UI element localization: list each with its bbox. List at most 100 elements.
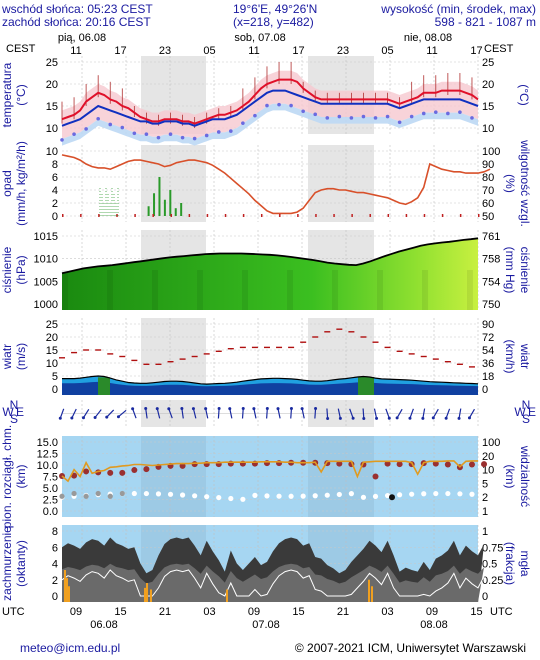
clouds-ytick-right: 0: [482, 591, 488, 603]
wind-arrow: [422, 408, 426, 419]
wind-ytick-left: 10: [46, 358, 58, 370]
precip-marker: [279, 214, 281, 217]
cloudbase-unit-left: (km): [14, 465, 28, 489]
precip-marker: [297, 214, 299, 217]
top-day-label: pią, 06.08: [58, 32, 106, 44]
cloudbase-label-left: pion. rozciągł. chm.: [0, 425, 14, 528]
dewpoint-dot: [397, 120, 402, 125]
precip-ytick-left: 2: [52, 198, 58, 210]
temp-unit-right: (°C): [517, 84, 531, 105]
temp-unit-left: (°C): [14, 84, 28, 105]
bottom-hour-label: 09: [426, 606, 438, 618]
fog-bar: [66, 578, 68, 602]
compass-right-E: E: [528, 405, 536, 419]
wind-ytick-right: 72: [482, 332, 494, 344]
cloud-top-dot: [179, 462, 186, 469]
wind-arrow-head: [300, 407, 304, 411]
cloud-base-dot: [131, 490, 137, 497]
wind-arrow: [326, 408, 329, 419]
bottom-date-label: 07.08: [252, 619, 280, 631]
pressure-shade-stripe: [467, 270, 473, 310]
cloud-base-dot: [469, 491, 475, 497]
precip-ytick-right: 90: [482, 159, 494, 171]
pressure-series-line: [61, 237, 479, 275]
fog-bar: [368, 579, 370, 602]
wind-arrow-head: [408, 416, 412, 420]
wind-arrow-head: [131, 407, 135, 411]
dewpoint-dot: [361, 114, 366, 119]
dewpoint-dot: [253, 113, 257, 118]
clouds-ytick-right: 1: [482, 526, 488, 538]
bottom-hour-labels: 09 15 21 03 09 15 21 03 09 15: [70, 606, 483, 618]
cloudbase-ytick-left: 5.0: [43, 483, 58, 495]
wind-arrow-head: [326, 416, 330, 420]
bottom-hour-label: 15: [114, 606, 126, 618]
pressure-label-left: ciśnienie: [0, 246, 14, 293]
bottom-hour-label: 15: [470, 606, 482, 618]
cloudbase-night-1: [308, 436, 374, 517]
cloudbase-ytick-left: 12.5: [37, 449, 58, 461]
clouds-label-left: zachmurzenie: [0, 526, 14, 601]
wind-gust-block: [98, 377, 110, 395]
wind-arrow: [217, 408, 220, 419]
wind-arrow-head: [155, 407, 159, 411]
pressure-ytick-right: 754: [482, 276, 500, 288]
precip-marker: [98, 214, 100, 217]
wind-arrow: [59, 408, 65, 419]
clouds-ytick-right: 0.5: [482, 559, 497, 571]
wind-arrow-head: [387, 416, 391, 420]
pressure-shade-stripe: [62, 270, 68, 310]
bottom-hour-label: 03: [381, 606, 393, 618]
wind-arrow-head: [351, 416, 355, 420]
cloudbase-ytick-right: 1: [482, 506, 488, 518]
wind-arrow-head: [93, 415, 97, 419]
cloud-top-dot: [444, 461, 451, 468]
dewpoint-dot: [241, 121, 245, 125]
cloud-base-dot: [240, 496, 246, 502]
cloud-base-dot-gray: [119, 490, 125, 497]
footer-email[interactable]: meteo@icm.edu.pl: [20, 641, 120, 655]
wind-arrow: [181, 408, 184, 419]
wind-arrow: [445, 408, 451, 419]
wind-arrow: [373, 408, 378, 419]
temp-ytick-right: 10: [482, 123, 494, 135]
cloud-base-dot: [192, 493, 198, 499]
cloud-top-dot: [432, 460, 439, 467]
wind-arrow-head: [421, 416, 425, 420]
wind-arrow: [168, 408, 173, 419]
pressure-shade-stripe: [377, 270, 383, 310]
precip-marker: [260, 214, 263, 217]
dewpoint-dot: [325, 116, 330, 120]
wind-arrow: [118, 409, 127, 418]
pressure-ytick-right: 758: [482, 254, 500, 266]
compass-right-S: S: [522, 412, 530, 426]
precip-marker: [459, 214, 462, 217]
wind-ytick-left: 25: [46, 319, 58, 331]
cloud-base-dot: [276, 493, 282, 499]
coords-text: 19°6'E, 49°26'N: [233, 2, 317, 16]
compass-left-S: S: [10, 412, 18, 426]
cloud-base-dot: [445, 490, 451, 497]
wind-arrow: [94, 409, 102, 418]
dewpoint-dot: [301, 109, 305, 114]
cloud-base-dot-gray: [71, 490, 77, 497]
top-hour-label: 11: [70, 45, 81, 57]
wind-arrow: [71, 408, 77, 419]
temp-label-left: temperatura: [0, 62, 14, 127]
precip-night-0: [141, 145, 206, 222]
dewpoint-dot: [229, 129, 233, 133]
precip-bar: [163, 199, 166, 216]
wind-arrow-head: [457, 416, 461, 420]
cloud-base-dot: [397, 492, 403, 498]
cloudbase-ytick-left: 10.0: [37, 460, 58, 472]
dewpoint-dot: [156, 135, 161, 140]
wind-arrow-head: [217, 407, 221, 411]
temp-ytick-right: 15: [482, 101, 494, 113]
cloud-base-dot: [288, 493, 294, 499]
wind-gust-block: [358, 377, 374, 395]
clouds-unit-left: (oktanty): [14, 540, 28, 587]
pressure-ytick-right: 761: [482, 231, 500, 243]
wind-label-left: wiatr: [0, 344, 14, 370]
pressure-shade-stripe: [107, 270, 113, 310]
pressure-unit-right: (mm Hg): [503, 247, 517, 294]
